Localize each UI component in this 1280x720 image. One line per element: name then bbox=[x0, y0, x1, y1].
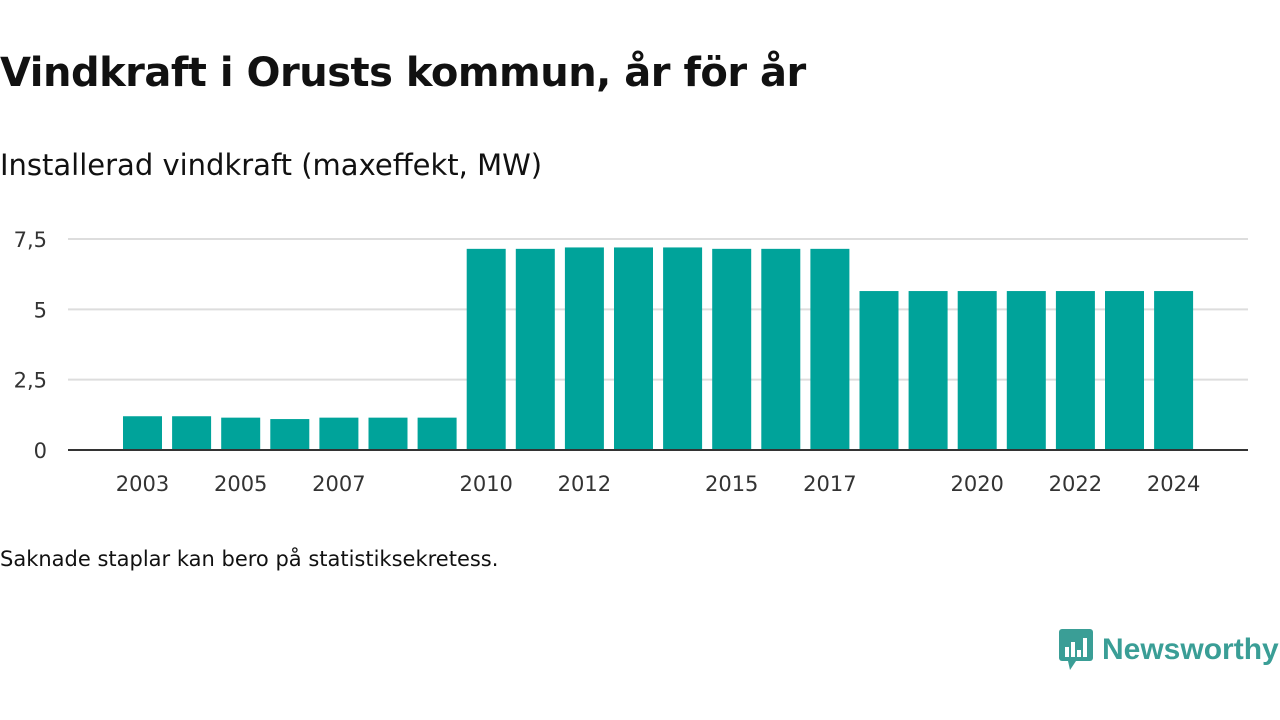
x-tick-label: 2017 bbox=[803, 472, 856, 496]
x-tick-label: 2015 bbox=[705, 472, 758, 496]
y-tick-label: 5 bbox=[34, 298, 47, 322]
bar-2021 bbox=[1006, 291, 1046, 450]
bar-2003 bbox=[123, 416, 162, 450]
axes: 0 2,5 5 7,5 2003 2005 2007 2010 2012 2015 2017 2020… bbox=[14, 228, 1248, 496]
bar-2008 bbox=[368, 417, 408, 450]
bar-2019 bbox=[908, 291, 948, 450]
bar-2013 bbox=[614, 247, 653, 450]
bar-2011 bbox=[515, 248, 555, 450]
x-tick-label: 2022 bbox=[1049, 472, 1102, 496]
y-tick-label: 7,5 bbox=[14, 228, 47, 252]
bar-2004 bbox=[172, 416, 212, 450]
y-tick-label: 2,5 bbox=[14, 369, 47, 393]
bar-2010 bbox=[466, 248, 506, 450]
bar-2017 bbox=[810, 248, 850, 450]
bar-2023 bbox=[1105, 291, 1144, 450]
x-tick-label: 2012 bbox=[558, 472, 611, 496]
x-tick-label: 2024 bbox=[1147, 472, 1200, 496]
x-tick-label: 2003 bbox=[116, 472, 169, 496]
footnote: Saknade staplar kan bero på statistiksek… bbox=[0, 547, 499, 571]
bar-2005 bbox=[221, 417, 261, 450]
y-tick-label: 0 bbox=[34, 439, 47, 463]
bar-2022 bbox=[1055, 291, 1095, 450]
grid-lines bbox=[68, 238, 1248, 381]
chart-subtitle: Installerad vindkraft (maxeffekt, MW) bbox=[0, 148, 543, 182]
bar-2012 bbox=[564, 247, 604, 450]
x-tick-label: 2010 bbox=[459, 472, 512, 496]
chart-title: Vindkraft i Orusts kommun, år för år bbox=[0, 50, 806, 96]
bar-2007 bbox=[319, 417, 359, 450]
bar-2018 bbox=[859, 291, 899, 450]
x-tick-label: 2005 bbox=[214, 472, 267, 496]
brand-logo: Newsworthy bbox=[1058, 628, 1279, 672]
bar-2020 bbox=[957, 291, 997, 450]
bar-2024 bbox=[1154, 291, 1194, 450]
newsworthy-logo-icon bbox=[1059, 629, 1093, 670]
x-tick-label: 2020 bbox=[950, 472, 1003, 496]
bars bbox=[123, 247, 1194, 450]
bar-2009 bbox=[417, 417, 457, 450]
bar-2006 bbox=[270, 419, 310, 450]
brand-name: Newsworthy bbox=[1102, 633, 1279, 666]
x-tick-label: 2007 bbox=[312, 472, 365, 496]
bar-2015 bbox=[712, 248, 752, 450]
bar-chart: 0 2,5 5 7,5 2003 2005 2007 2010 2012 2015 2017 2020… bbox=[14, 228, 1248, 496]
bar-2016 bbox=[761, 248, 801, 450]
bar-2014 bbox=[663, 247, 703, 450]
